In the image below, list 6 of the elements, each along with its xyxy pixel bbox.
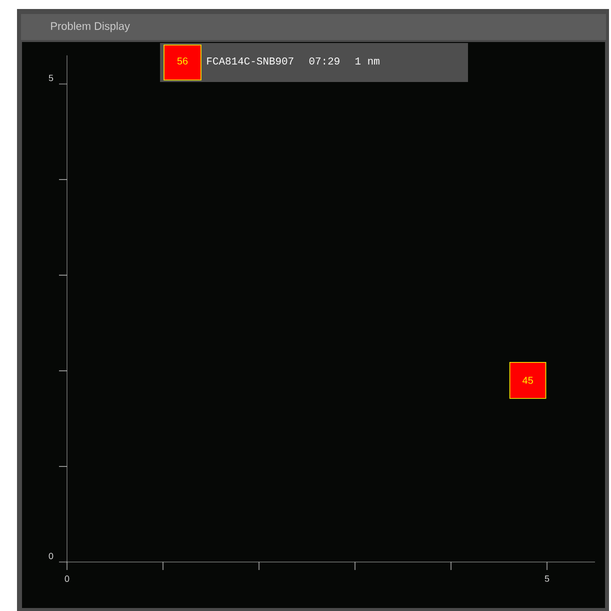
annotation: FCA814C-SNB907: [207, 57, 294, 65]
chart-title: Problem Display: [51, 22, 130, 32]
annotation: 1 nm: [356, 58, 380, 64]
annotation: 56: [177, 57, 188, 65]
annotation: 45: [522, 376, 533, 384]
annotation: 07:29: [309, 57, 340, 65]
